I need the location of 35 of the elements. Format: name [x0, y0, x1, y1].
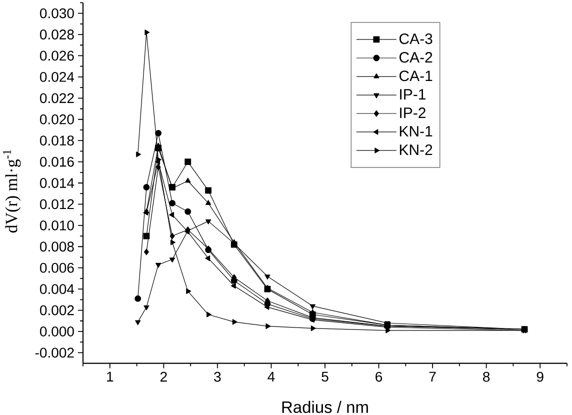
legend-label: IP-2 — [400, 108, 426, 118]
y-tick-label: 0.008 — [40, 242, 74, 252]
y-tick-label: 0.014 — [40, 178, 74, 188]
x-axis-title: Radius / nm — [282, 400, 368, 413]
x-tick-label: 1 — [107, 372, 114, 382]
y-tick-label: 0.026 — [40, 50, 74, 61]
legend-label: CA-3 — [399, 33, 432, 44]
y-tick-label: 0.022 — [40, 93, 74, 104]
y-tick-label: -0.002 — [35, 348, 74, 358]
x-tick-label: 2 — [160, 372, 167, 382]
x-tick-label: 8 — [483, 372, 490, 382]
legend-label: CA-2 — [399, 52, 432, 63]
y-tick-label: 0.006 — [40, 262, 74, 273]
y-axis-title: dV(r) ml·g$^{-1}$ — [2, 150, 21, 233]
x-tick-label: 5 — [322, 372, 328, 382]
y-tick-label: 0.030 — [40, 8, 74, 18]
y-tick-label: 0.016 — [40, 156, 74, 167]
legend-label: KN-1 — [400, 126, 432, 136]
y-tick-label: 0.002 — [40, 305, 74, 316]
legend-label: IP-1 — [400, 89, 426, 100]
legend-label: CA-1 — [399, 70, 432, 82]
y-tick-label: 0.024 — [40, 72, 74, 82]
y-tick-label: 0.020 — [40, 114, 74, 124]
y-tick-label: 0.000 — [40, 326, 74, 336]
x-tick-label: 6 — [376, 372, 382, 382]
y-tick-label: 0.018 — [40, 136, 74, 146]
y-tick-label: 0.012 — [40, 199, 74, 210]
legend-label: KN-2 — [400, 144, 432, 155]
y-tick-label: 0.010 — [40, 220, 74, 230]
x-tick-label: 3 — [214, 372, 221, 382]
x-tick-label: 9 — [536, 372, 544, 382]
x-tick-label: 7 — [429, 372, 436, 382]
y-tick-label: 0.028 — [40, 30, 74, 40]
y-tick-label: 0.004 — [40, 284, 74, 294]
x-tick-label: 4 — [268, 372, 275, 382]
